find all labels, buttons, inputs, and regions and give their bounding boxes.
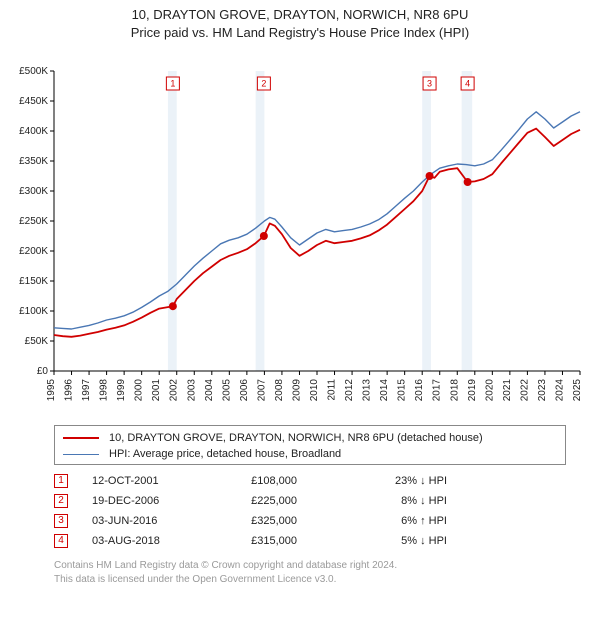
y-tick-label: £0 bbox=[37, 366, 49, 377]
y-tick-label: £50K bbox=[25, 336, 49, 347]
x-tick-label: 2000 bbox=[134, 379, 145, 402]
x-tick-label: 2021 bbox=[502, 379, 513, 402]
transaction-marker: 2 bbox=[54, 494, 68, 508]
chart-svg: £0 £50K £100K £150K £200K £250K £300K £350K £400… bbox=[10, 47, 590, 417]
legend-swatch bbox=[63, 437, 99, 439]
y-tick-label: £200K bbox=[19, 246, 48, 257]
event-band bbox=[422, 71, 431, 371]
legend: 10, DRAYTON GROVE, DRAYTON, NORWICH, NR8… bbox=[54, 425, 566, 465]
x-tick-label: 2003 bbox=[186, 379, 197, 402]
x-tick-label: 1995 bbox=[46, 379, 57, 402]
chart-title-line2: Price paid vs. HM Land Registry's House … bbox=[10, 24, 590, 42]
x-tick-label: 1998 bbox=[99, 379, 110, 402]
transaction-price: £225,000 bbox=[222, 495, 337, 507]
transaction-marker: 3 bbox=[54, 514, 68, 528]
y-tick-label: £100K bbox=[19, 306, 48, 317]
x-tick-label: 2024 bbox=[554, 379, 565, 402]
y-tick-label: £250K bbox=[19, 216, 48, 227]
transaction-row: 4 03-AUG-2018£315,0005% ↓ HPI bbox=[54, 531, 566, 551]
transaction-row: 1 12-OCT-2001£108,00023% ↓ HPI bbox=[54, 471, 566, 491]
event-band bbox=[256, 71, 265, 371]
price-chart: £0 £50K £100K £150K £200K £250K £300K £350K £400… bbox=[10, 47, 590, 417]
sale-marker-number: 2 bbox=[261, 79, 266, 89]
x-tick-label: 2001 bbox=[151, 379, 162, 402]
legend-row: HPI: Average price, detached house, Broa… bbox=[63, 446, 557, 462]
x-tick-label: 2008 bbox=[274, 379, 285, 402]
transaction-delta: 5% ↓ HPI bbox=[337, 535, 447, 547]
transaction-marker: 4 bbox=[54, 534, 68, 548]
sale-dot bbox=[260, 232, 268, 240]
transaction-date: 03-AUG-2018 bbox=[92, 535, 222, 547]
transaction-date: 12-OCT-2001 bbox=[92, 475, 222, 487]
y-tick-label: £450K bbox=[19, 96, 48, 107]
transaction-marker: 1 bbox=[54, 474, 68, 488]
chart-title-line1: 10, DRAYTON GROVE, DRAYTON, NORWICH, NR8… bbox=[10, 6, 590, 24]
x-tick-label: 2012 bbox=[344, 379, 355, 402]
event-band bbox=[168, 71, 177, 371]
attribution-line1: Contains HM Land Registry data © Crown c… bbox=[54, 559, 566, 573]
x-tick-label: 2010 bbox=[309, 379, 320, 402]
x-tick-label: 2006 bbox=[239, 379, 250, 402]
sale-marker-number: 3 bbox=[427, 79, 432, 89]
transaction-delta: 6% ↑ HPI bbox=[337, 515, 447, 527]
x-tick-label: 2017 bbox=[432, 379, 443, 402]
legend-row: 10, DRAYTON GROVE, DRAYTON, NORWICH, NR8… bbox=[63, 430, 557, 446]
legend-label: HPI: Average price, detached house, Broa… bbox=[109, 448, 341, 460]
x-tick-label: 2002 bbox=[169, 379, 180, 402]
x-tick-label: 2023 bbox=[537, 379, 548, 402]
data-attribution: Contains HM Land Registry data © Crown c… bbox=[54, 559, 566, 586]
y-tick-label: £500K bbox=[19, 66, 48, 77]
legend-swatch bbox=[63, 454, 99, 455]
transaction-date: 19-DEC-2006 bbox=[92, 495, 222, 507]
x-tick-label: 2005 bbox=[221, 379, 232, 402]
transaction-row: 3 03-JUN-2016£325,0006% ↑ HPI bbox=[54, 511, 566, 531]
sale-marker-number: 1 bbox=[170, 79, 175, 89]
sale-dot bbox=[464, 178, 472, 186]
x-tick-label: 2009 bbox=[291, 379, 302, 402]
x-tick-label: 2016 bbox=[414, 379, 425, 402]
y-tick-label: £150K bbox=[19, 276, 48, 287]
transactions-table: 1 12-OCT-2001£108,00023% ↓ HPI 2 19-DEC-200… bbox=[54, 471, 566, 551]
x-tick-label: 2022 bbox=[519, 379, 530, 402]
y-tick-label: £400K bbox=[19, 126, 48, 137]
x-tick-label: 1999 bbox=[116, 379, 127, 402]
transaction-delta: 8% ↓ HPI bbox=[337, 495, 447, 507]
series-hpi bbox=[54, 112, 580, 329]
transaction-price: £108,000 bbox=[222, 475, 337, 487]
chart-title-block: 10, DRAYTON GROVE, DRAYTON, NORWICH, NR8… bbox=[10, 6, 590, 41]
x-tick-label: 2025 bbox=[572, 379, 583, 402]
transaction-date: 03-JUN-2016 bbox=[92, 515, 222, 527]
x-tick-label: 2007 bbox=[256, 379, 267, 402]
sale-dot bbox=[169, 302, 177, 310]
x-tick-label: 1997 bbox=[81, 379, 92, 402]
sale-marker-number: 4 bbox=[465, 79, 470, 89]
sale-dot bbox=[426, 172, 434, 180]
x-tick-label: 2015 bbox=[397, 379, 408, 402]
x-tick-label: 2014 bbox=[379, 379, 390, 402]
transaction-price: £315,000 bbox=[222, 535, 337, 547]
transaction-row: 2 19-DEC-2006£225,0008% ↓ HPI bbox=[54, 491, 566, 511]
x-tick-label: 2020 bbox=[484, 379, 495, 402]
event-band bbox=[462, 71, 473, 371]
transaction-price: £325,000 bbox=[222, 515, 337, 527]
x-tick-label: 2004 bbox=[204, 379, 215, 402]
attribution-line2: This data is licensed under the Open Gov… bbox=[54, 573, 566, 587]
x-tick-label: 2019 bbox=[467, 379, 478, 402]
x-tick-label: 2018 bbox=[449, 379, 460, 402]
legend-label: 10, DRAYTON GROVE, DRAYTON, NORWICH, NR8… bbox=[109, 432, 483, 444]
x-tick-label: 2013 bbox=[362, 379, 373, 402]
transaction-delta: 23% ↓ HPI bbox=[337, 475, 447, 487]
x-tick-label: 2011 bbox=[327, 379, 338, 401]
y-tick-label: £300K bbox=[19, 186, 48, 197]
x-tick-label: 1996 bbox=[64, 379, 75, 402]
y-tick-label: £350K bbox=[19, 156, 48, 167]
